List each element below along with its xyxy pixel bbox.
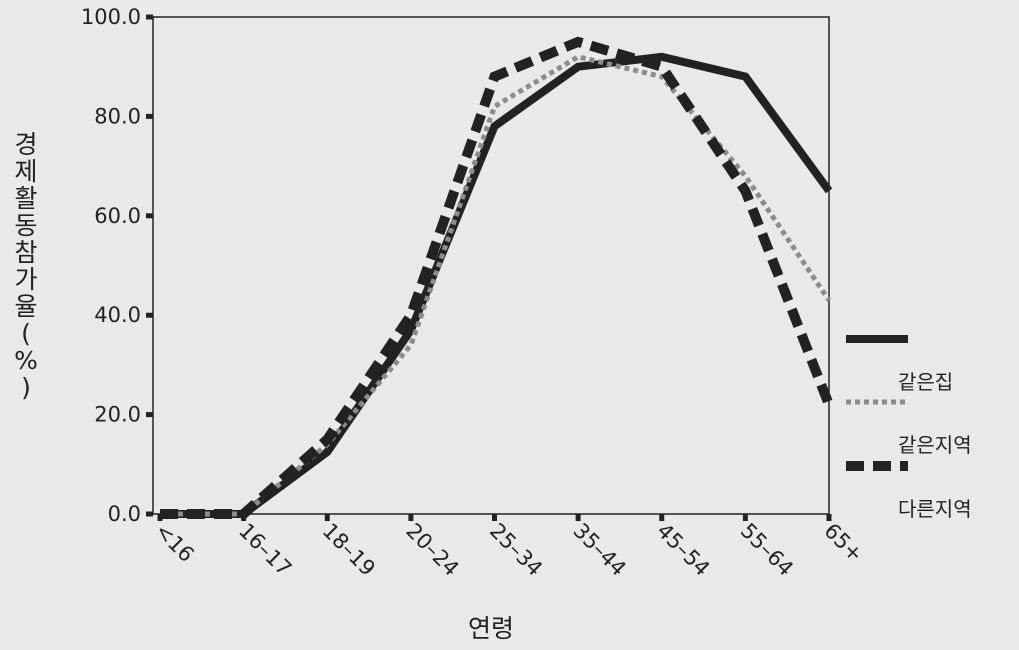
- y-tick-label: 100.0: [81, 5, 141, 29]
- legend-label-2: 같은지역: [898, 433, 972, 457]
- y-tick-label: 20.0: [94, 403, 141, 427]
- x-tick-label: 35–44: [569, 519, 631, 581]
- y-axis-ticks: 0.0 20.0 40.0 60.0 80.0 100.0: [81, 5, 153, 526]
- x-tick-label: 45–54: [652, 519, 714, 581]
- y-axis-title: 경 제 활 동 참 가 율(%): [14, 130, 38, 402]
- x-tick-label: 55–64: [736, 519, 798, 581]
- x-tick-label: 20–24: [401, 519, 463, 581]
- plot-frame: [152, 16, 830, 515]
- x-tick-label: 65+: [819, 519, 867, 567]
- x-axis-ticks: <16 16–17 18–19 20–24 25–34 35–44 45–54 55–64 65…: [150, 514, 868, 581]
- series-line-1: [160, 52, 833, 518]
- y-tick-label: 0.0: [108, 502, 141, 526]
- legend-label-3: 다른지역: [898, 497, 972, 521]
- legend-label-1: 같은집: [898, 370, 953, 394]
- series-line-3: [160, 36, 834, 519]
- x-tick-label: 18–19: [318, 519, 380, 581]
- x-axis-title: 연령: [468, 614, 514, 643]
- x-tick-label: 16–17: [234, 519, 296, 581]
- series-lines: [160, 36, 834, 519]
- x-tick-label: <16: [150, 519, 198, 567]
- y-tick-label: 60.0: [94, 204, 141, 228]
- y-tick-label: 40.0: [94, 303, 141, 327]
- x-tick-label: 25–34: [485, 519, 547, 581]
- y-tick-label: 80.0: [94, 104, 141, 128]
